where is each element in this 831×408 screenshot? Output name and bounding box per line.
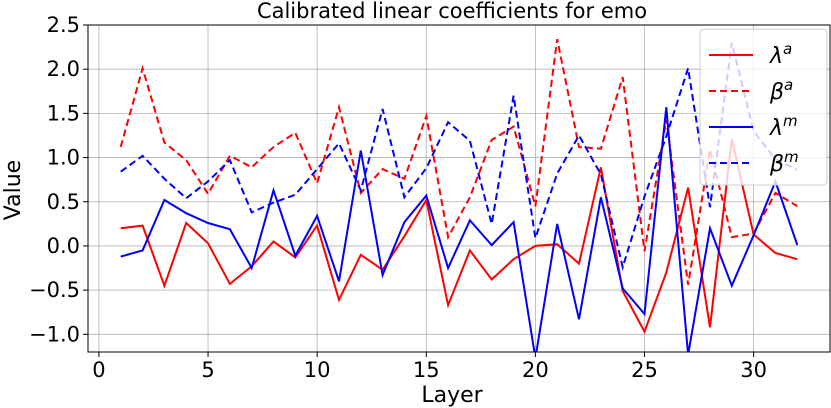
plot-frame [87, 24, 831, 353]
y-tick-label: 1.5 [47, 101, 80, 125]
y-tick-label: 0.0 [47, 234, 80, 258]
x-tick-label: 20 [522, 358, 549, 382]
legend-label-0: λa [769, 40, 792, 69]
y-tick-label: 2.0 [47, 57, 80, 81]
series-line-0 [120, 138, 798, 335]
chart-title: Calibrated linear coefficients for emo [257, 0, 647, 23]
x-tick-label: 0 [92, 358, 105, 382]
x-tick-label: 15 [413, 358, 440, 382]
x-tick-label: 25 [631, 358, 658, 382]
y-tick-label: −1.0 [29, 322, 80, 346]
x-tick-label: 10 [304, 358, 331, 382]
series-line-3 [120, 42, 798, 272]
legend-box [699, 28, 828, 186]
legend: λa βa λm βm [699, 28, 828, 186]
series-line-2 [120, 107, 799, 352]
y-tick-label: 1.0 [47, 146, 80, 170]
x-tick-label: 5 [201, 358, 214, 382]
x-axis-label: Layer [421, 383, 483, 408]
y-tick-label: 2.5 [47, 13, 80, 37]
ticks: 0 5 10 15 20 25 30 −1.0 −0.5 0.0 0.5 1.0 1.5 2.0 2.5 [29, 13, 767, 382]
legend-label-2: λm [769, 112, 798, 141]
legend-label-1: βa [769, 76, 793, 105]
series-line-1 [119, 38, 798, 285]
y-tick-label: −0.5 [29, 278, 80, 302]
y-tick-label: 0.5 [47, 190, 80, 214]
x-tick-label: 30 [740, 358, 767, 382]
series-layer [119, 38, 799, 352]
legend-label-3: βm [769, 148, 799, 177]
y-axis-label: Value [1, 160, 26, 220]
